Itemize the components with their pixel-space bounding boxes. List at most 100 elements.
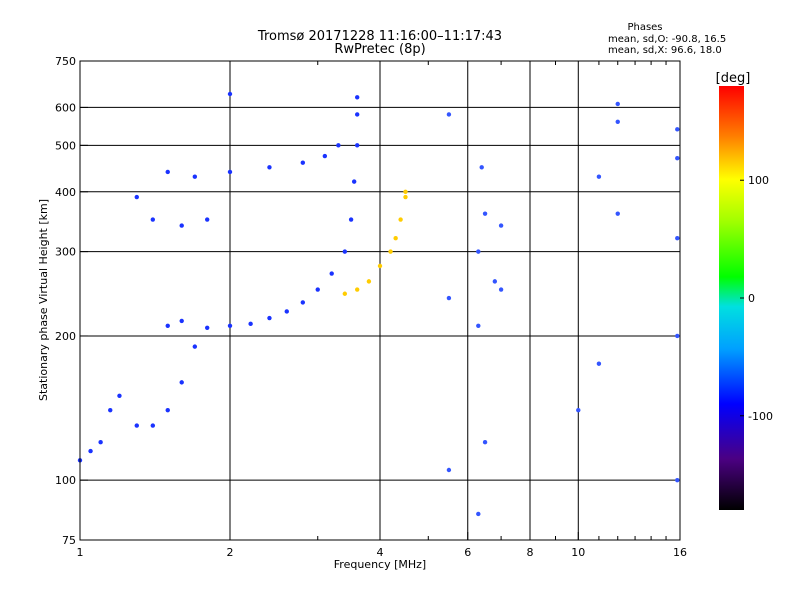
scattered-echo-point <box>482 440 488 445</box>
o-mode-point <box>267 315 272 321</box>
o-mode-point <box>108 407 113 413</box>
x-tick-label: 2 <box>227 546 234 559</box>
scattered-echo-point <box>446 112 452 117</box>
x-tick-label: 16 <box>673 546 687 559</box>
x-mode-point <box>388 249 393 254</box>
o-mode-point <box>267 165 272 170</box>
y-tick-label: 100 <box>55 474 76 487</box>
x-tick-label: 1 <box>77 546 84 559</box>
o-mode-point <box>322 153 328 159</box>
scattered-echo-point <box>479 165 484 170</box>
phases-x-line: mean, sd,X: 96.6, 18.0 <box>608 45 722 56</box>
y-tick-label: 400 <box>55 186 76 199</box>
x-tick-label: 4 <box>377 546 384 559</box>
x-tick-label: 6 <box>464 546 471 559</box>
scattered-echo-point <box>675 477 680 483</box>
o-mode-point <box>204 217 210 222</box>
y-tick-label: 500 <box>55 139 76 152</box>
o-mode-point <box>204 325 210 331</box>
o-mode-point <box>165 169 170 175</box>
o-mode-point <box>134 194 139 200</box>
o-mode-point <box>300 160 306 165</box>
y-tick-label: 600 <box>55 101 76 114</box>
o-mode-point <box>315 287 320 292</box>
scattered-echo-point <box>498 287 504 292</box>
y-tick-label: 750 <box>55 55 76 68</box>
scattered-echo-point <box>615 101 620 107</box>
y-tick-label: 200 <box>55 330 76 343</box>
scattered-echo-point <box>482 211 488 216</box>
chart-title: Tromsø 20171228 11:16:00–11:17:43 <box>257 29 502 44</box>
echo-points <box>77 91 680 517</box>
scattered-echo-point <box>675 156 680 161</box>
x-mode-point <box>403 194 408 200</box>
phases-heading: Phases <box>627 22 662 33</box>
o-mode-point <box>227 323 233 329</box>
o-mode-point <box>227 91 233 97</box>
o-mode-point <box>336 143 341 148</box>
o-mode-point <box>117 393 122 399</box>
o-mode-point <box>150 423 156 428</box>
o-mode-point <box>329 271 334 276</box>
x-mode-point <box>403 189 408 194</box>
x-mode-point <box>398 217 403 222</box>
scattered-echo-point <box>476 323 481 329</box>
colorbar-tick-label: 100 <box>748 174 769 187</box>
o-mode-point <box>179 223 184 228</box>
scattered-echo-point <box>615 211 620 216</box>
phases-o-line: mean, sd,O: -90.8, 16.5 <box>608 34 726 45</box>
o-mode-point <box>284 309 289 314</box>
colorbar-label: [deg] <box>716 71 751 86</box>
scattered-echo-point <box>476 511 481 517</box>
scattered-echo-point <box>596 174 602 179</box>
o-mode-point <box>165 407 170 413</box>
colorbar-tick-label: 0 <box>748 292 755 305</box>
scattered-echo-point <box>576 407 581 413</box>
o-mode-point <box>348 217 354 222</box>
scattered-echo-point <box>615 119 620 124</box>
x-tick-label: 10 <box>571 546 585 559</box>
o-mode-point <box>248 321 253 327</box>
o-mode-point <box>192 344 198 349</box>
scattered-echo-point <box>476 249 481 254</box>
x-axis-label: Frequency [MHz] <box>334 558 426 571</box>
x-mode-point <box>342 291 348 296</box>
o-mode-point <box>192 174 198 179</box>
scattered-echo-point <box>446 295 452 301</box>
o-mode-point <box>227 169 233 175</box>
o-mode-point <box>88 448 93 454</box>
scattered-echo-point <box>492 279 498 284</box>
x-mode-point <box>366 279 372 284</box>
x-tick-label: 8 <box>527 546 534 559</box>
o-mode-point <box>98 440 103 445</box>
o-mode-point <box>165 323 170 329</box>
axis-tick-labels: 1 2 4 6 8 10 16 75 100 200 300 400 500 600 750 <box>55 55 687 559</box>
grid-lines <box>80 61 680 540</box>
colorbar-tick-label: -100 <box>748 410 773 423</box>
y-tick-label: 300 <box>55 246 76 259</box>
x-mode-point <box>393 235 398 241</box>
scattered-echo-point <box>675 333 680 339</box>
y-tick-label: 75 <box>62 534 76 547</box>
colorbar-ticks: 100 0 -100 <box>740 174 773 423</box>
o-mode-point <box>342 249 348 254</box>
x-mode-point <box>354 287 360 292</box>
o-mode-point <box>300 300 306 305</box>
o-mode-point <box>354 95 360 100</box>
chart-subtitle: RwPretec (8p) <box>334 42 425 57</box>
scattered-echo-point <box>675 127 680 132</box>
scattered-echo-point <box>498 223 504 228</box>
y-axis-label: Stationary phase Virtual Height [km] <box>37 199 50 401</box>
scattered-echo-point <box>596 361 602 366</box>
colorbar <box>719 86 744 510</box>
o-mode-point <box>179 380 184 385</box>
x-mode-point <box>377 263 383 269</box>
o-mode-point <box>354 112 360 117</box>
scattered-echo-point <box>446 467 452 473</box>
o-mode-point <box>354 143 360 148</box>
o-mode-point <box>134 423 139 428</box>
o-mode-point <box>351 179 357 184</box>
scattered-echo-point <box>675 235 680 241</box>
